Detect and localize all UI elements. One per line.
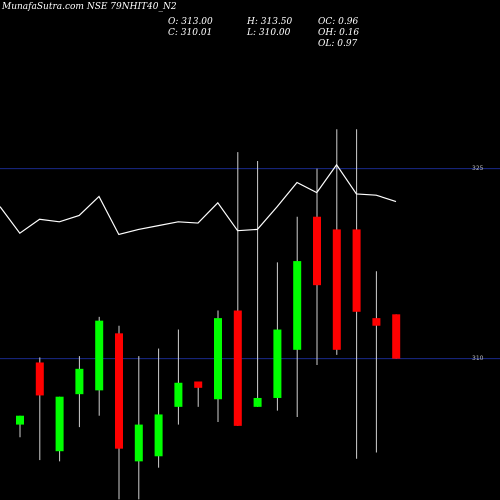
candle-body bbox=[194, 381, 203, 388]
candle-body bbox=[95, 320, 104, 391]
candle-body bbox=[35, 362, 44, 396]
candle-body bbox=[293, 261, 302, 350]
candle-body bbox=[352, 229, 361, 312]
gridlines bbox=[0, 168, 500, 360]
candle-body bbox=[75, 368, 84, 395]
candle-body bbox=[134, 424, 143, 462]
overlay-line bbox=[0, 163, 397, 236]
candle-body bbox=[273, 329, 282, 398]
candle-body bbox=[154, 414, 163, 457]
open-value: O: 313.00 bbox=[168, 17, 213, 27]
candle-body bbox=[214, 318, 222, 400]
low-value: L: 310.00 bbox=[247, 28, 291, 38]
candle-body bbox=[392, 314, 401, 359]
candle-body bbox=[55, 396, 64, 452]
close-value: C: 310.01 bbox=[168, 28, 213, 38]
candle-body bbox=[16, 415, 24, 425]
oc-value: OC: 0.96 bbox=[318, 17, 359, 27]
candle-body bbox=[372, 318, 381, 326]
candle-body bbox=[174, 382, 183, 407]
ol-value: OL: 0.97 bbox=[318, 39, 358, 49]
candles bbox=[16, 129, 401, 500]
y-tick-label: 325 bbox=[472, 164, 484, 172]
candle-body bbox=[233, 310, 242, 426]
candle-body bbox=[313, 216, 321, 286]
overlay-line-path bbox=[0, 163, 397, 236]
chart-title: MunafaSutra.com NSE 79NHIT40_N2 bbox=[2, 2, 177, 12]
y-tick-label: 310 bbox=[472, 354, 484, 362]
candle-body bbox=[253, 397, 262, 407]
high-value: H: 313.50 bbox=[247, 17, 293, 27]
candle-body bbox=[115, 333, 123, 449]
oh-value: OH: 0.16 bbox=[318, 28, 360, 38]
candle-body bbox=[332, 229, 341, 350]
